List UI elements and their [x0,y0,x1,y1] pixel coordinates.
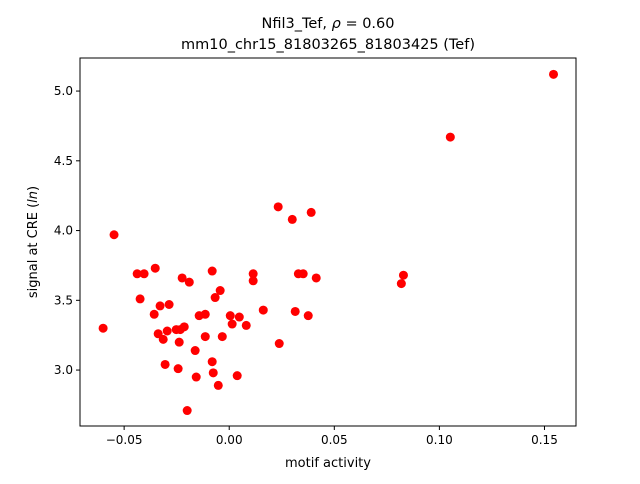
data-point [227,319,237,329]
data-point [445,132,455,142]
data-point [150,263,160,273]
data-point [158,334,168,344]
x-tick-label: −0.05 [106,433,143,447]
data-point [109,230,119,240]
data-point [98,323,108,333]
y-tick-label: 4.5 [54,154,73,168]
data-point [549,69,559,79]
x-tick-label: 0.05 [321,433,348,447]
data-point [207,266,217,276]
points-layer [98,69,559,416]
data-point [217,332,227,342]
data-point [200,332,210,342]
y-axis: 3.0 3.5 4.0 4.5 5.0 [54,84,80,377]
data-point [258,305,268,315]
data-point [396,279,406,289]
y-tick-label: 3.5 [54,293,73,307]
x-tick-label: 0.10 [426,433,453,447]
data-point [139,269,149,279]
plot-frame [79,57,577,427]
data-point [135,294,145,304]
x-axis: −0.05 0.00 0.05 0.10 0.15 [106,426,558,447]
x-tick-label: 0.15 [531,433,558,447]
data-point [200,309,210,319]
data-point [290,306,300,316]
data-point [225,311,235,321]
data-point [273,202,283,212]
data-point [184,277,194,287]
data-point [241,320,251,330]
data-point [164,299,174,309]
data-point [303,311,313,321]
data-point [248,269,258,279]
y-tick-label: 5.0 [54,84,73,98]
data-point [149,309,159,319]
data-point [191,372,201,382]
data-point [234,312,244,322]
data-point [182,406,192,416]
data-point [160,359,170,369]
y-tick-label: 4.0 [54,224,73,238]
data-point [179,322,189,332]
data-point [207,357,217,367]
data-point [287,214,297,224]
x-tick-label: 0.00 [216,433,243,447]
y-axis-label: signal at CRE (ln) [26,186,41,298]
data-point [155,301,165,311]
data-point [177,273,187,283]
y-tick-label: 3.0 [54,363,73,377]
data-point [215,286,225,296]
data-point [398,270,408,280]
data-point [274,339,284,349]
data-point [210,293,220,303]
chart-title-line1: Nfil3_Tef, ρ = 0.60 [262,16,395,32]
data-point [298,269,308,279]
data-point [311,273,321,283]
data-point [213,380,223,390]
data-point [190,346,200,356]
data-point [132,269,142,279]
data-point [306,207,316,217]
chart-title-line2: mm10_chr15_81803265_81803425 (Tef) [181,37,475,53]
data-point [174,337,184,347]
x-axis-label: motif activity [285,456,371,471]
data-point [173,364,183,374]
data-point [162,326,172,336]
data-point [248,276,258,286]
data-point [232,371,242,381]
data-point [208,368,218,378]
